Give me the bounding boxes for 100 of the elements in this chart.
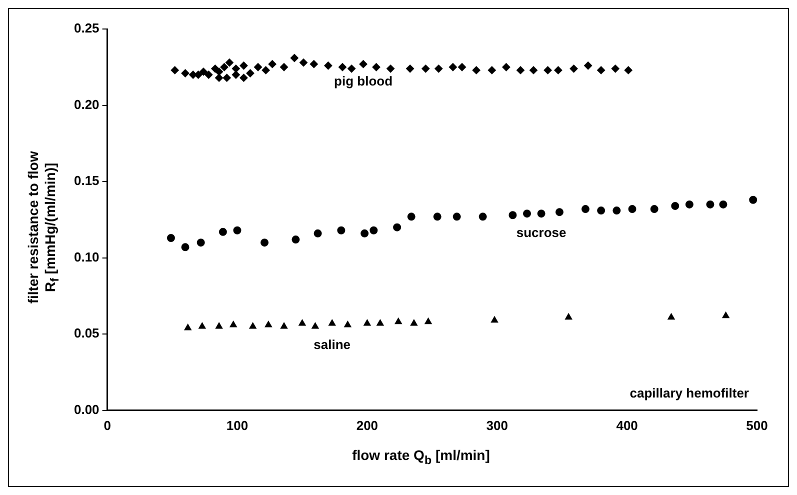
x-axis-title: flow rate Q$_{b}$ [ml/min] <box>351 447 491 467</box>
point <box>232 70 240 79</box>
point <box>581 205 590 214</box>
x-tick-label: 200 <box>356 418 378 433</box>
x-tick-label: 300 <box>486 418 508 433</box>
point <box>472 66 480 74</box>
point <box>324 62 332 70</box>
point <box>624 66 632 74</box>
point <box>516 66 525 74</box>
point <box>268 60 276 68</box>
point <box>198 322 206 329</box>
point <box>246 69 254 78</box>
point <box>264 320 272 328</box>
point <box>181 243 190 252</box>
point <box>290 54 298 62</box>
point <box>220 63 228 72</box>
point <box>719 200 728 208</box>
point <box>612 206 621 215</box>
point <box>502 63 510 72</box>
point <box>170 66 179 74</box>
point <box>249 322 256 329</box>
point <box>671 202 680 210</box>
point <box>668 313 675 320</box>
x-tick-label: 400 <box>616 418 638 433</box>
point <box>260 238 269 247</box>
point <box>537 210 546 218</box>
point <box>262 66 270 74</box>
point <box>386 64 395 73</box>
point <box>749 196 757 204</box>
point <box>372 63 380 72</box>
point <box>215 74 224 82</box>
point <box>184 324 192 330</box>
point <box>254 63 262 72</box>
point <box>424 318 432 324</box>
point <box>348 64 356 73</box>
point <box>181 69 190 78</box>
point <box>370 226 378 234</box>
point <box>310 60 318 68</box>
point <box>338 63 346 72</box>
point <box>337 226 346 234</box>
x-tick-label: 100 <box>226 418 248 433</box>
point <box>360 229 369 238</box>
point <box>232 64 240 73</box>
point <box>458 63 466 72</box>
point <box>240 62 248 70</box>
point <box>394 318 402 324</box>
point <box>406 64 414 73</box>
point <box>328 319 336 326</box>
point <box>204 70 213 79</box>
point <box>280 322 288 329</box>
y-tick-label: 0.25 <box>74 20 100 36</box>
annotation: capillary hemofilter <box>630 385 749 400</box>
point <box>393 223 402 232</box>
point <box>611 64 620 73</box>
point <box>722 312 730 318</box>
point <box>280 63 288 72</box>
point <box>166 234 175 242</box>
point <box>584 62 592 70</box>
point <box>359 60 368 68</box>
point <box>685 200 694 208</box>
series-label: saline <box>314 337 351 352</box>
point <box>434 64 443 73</box>
point <box>508 211 517 220</box>
point <box>597 66 606 74</box>
point <box>218 228 227 236</box>
point <box>364 319 371 326</box>
point <box>523 210 532 218</box>
point <box>433 212 442 221</box>
point <box>240 74 248 82</box>
point <box>530 66 538 74</box>
point <box>554 66 562 74</box>
y-tick-label: 0.00 <box>74 402 100 417</box>
y-tick-label: 0.05 <box>74 326 100 341</box>
x-tick-label: 0 <box>104 418 111 433</box>
series-label: pig blood <box>334 74 393 89</box>
point <box>230 320 237 328</box>
point <box>410 319 418 326</box>
y-tick-label: 0.10 <box>74 249 100 264</box>
point <box>199 68 208 76</box>
point <box>233 226 242 234</box>
series-label: sucrose <box>516 225 566 240</box>
point <box>216 322 223 329</box>
point <box>555 208 564 216</box>
point <box>422 64 430 73</box>
point <box>628 205 636 214</box>
point <box>597 206 606 215</box>
point <box>300 58 308 67</box>
point <box>407 212 416 221</box>
point <box>222 74 231 82</box>
point <box>478 212 487 221</box>
point <box>544 66 552 74</box>
point <box>196 238 205 247</box>
point <box>344 320 352 328</box>
point <box>490 316 498 323</box>
point <box>215 68 224 76</box>
point <box>565 313 572 320</box>
point <box>706 200 714 208</box>
point <box>376 319 384 326</box>
point <box>650 205 658 214</box>
point <box>314 229 322 238</box>
